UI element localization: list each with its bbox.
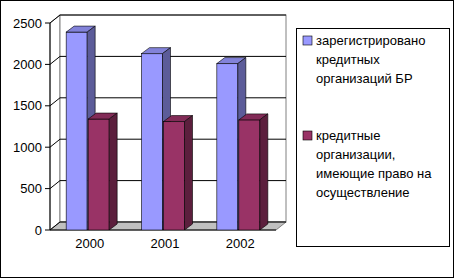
bar-front — [142, 54, 163, 230]
bar-front — [217, 64, 238, 230]
category-label: 2002 — [226, 236, 255, 251]
bar-front — [239, 120, 260, 230]
tick-label: 0 — [35, 223, 42, 238]
tick-mark — [45, 64, 50, 65]
tick-mark — [45, 230, 50, 231]
bar-front — [88, 119, 109, 230]
category-label: 2001 — [151, 236, 180, 251]
chart-root: 0 500 1000 1500 2000 2500 2000 2001 2002 зарегист… — [0, 0, 454, 278]
bar-side — [185, 116, 193, 230]
category-label: 2000 — [75, 236, 104, 251]
bar — [164, 116, 193, 230]
legend-swatch — [303, 131, 312, 140]
y-axis — [50, 23, 51, 230]
legend-box — [297, 29, 450, 247]
tick-label: 1000 — [13, 140, 42, 155]
side-wall — [50, 15, 60, 230]
chart-border — [1, 1, 454, 278]
legend-label: зарегистрированокредитныхорганизаций БР — [316, 33, 425, 86]
legend-label: кредитныеорганизации,имеющие право наосу… — [316, 128, 432, 200]
bar — [88, 113, 117, 230]
tick-mark — [45, 147, 50, 148]
bar-side — [260, 114, 268, 230]
tick-mark — [45, 23, 50, 24]
tick-label: 1500 — [13, 98, 42, 113]
tick-mark — [45, 105, 50, 106]
bar-front — [66, 32, 87, 230]
bar-side — [109, 113, 117, 230]
tick-label: 500 — [20, 181, 42, 196]
chart: 0 500 1000 1500 2000 2500 2000 2001 2002 зарегист… — [0, 0, 454, 278]
bar — [239, 114, 268, 230]
legend-swatch — [303, 36, 312, 45]
tick-mark — [45, 188, 50, 189]
tick-label: 2000 — [13, 57, 42, 72]
bar-front — [164, 122, 185, 230]
bars — [66, 26, 268, 230]
grid-line — [50, 15, 286, 23]
tick-label: 2500 — [13, 16, 42, 31]
